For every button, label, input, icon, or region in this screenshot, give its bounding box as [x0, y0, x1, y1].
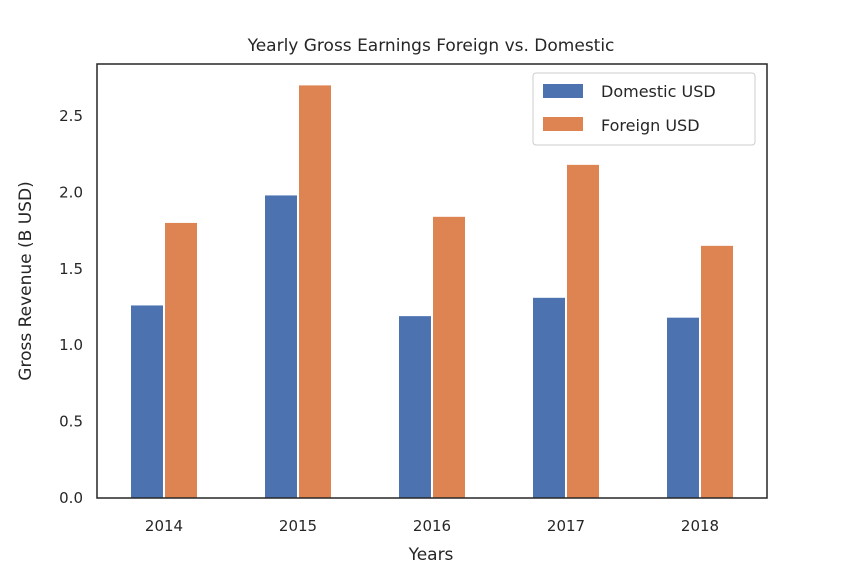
bar-foreign-2017 — [567, 164, 599, 498]
x-axis-ticks: 2014 2015 2016 2017 2018 — [145, 517, 719, 535]
y-tick-label: 0.5 — [59, 413, 83, 431]
y-axis-ticks: 0.0 0.5 1.0 1.5 2.0 2.5 — [59, 107, 83, 507]
legend-box — [532, 72, 756, 146]
chart-title: Yearly Gross Earnings Foreign vs. Domest… — [247, 36, 615, 56]
legend-swatch-domestic — [543, 84, 583, 98]
x-tick-label: 2015 — [279, 517, 317, 535]
bar-foreign-2014 — [165, 222, 197, 499]
bar-foreign-2015 — [299, 85, 331, 499]
legend-swatch-foreign — [543, 117, 583, 131]
bar-domestic-2017 — [533, 297, 565, 498]
x-tick-label: 2014 — [145, 517, 183, 535]
y-tick-label: 1.0 — [59, 336, 83, 354]
bar-foreign-2016 — [433, 216, 465, 498]
bar-domestic-2015 — [265, 195, 297, 498]
y-tick-label: 1.5 — [59, 260, 83, 278]
y-axis-label: Gross Revenue (B USD) — [16, 181, 36, 380]
bar-domestic-2014 — [131, 305, 163, 498]
legend: Domestic USD Foreign USD — [532, 72, 756, 146]
x-axis-label: Years — [408, 545, 454, 565]
y-tick-label: 2.0 — [59, 183, 83, 201]
bar-foreign-2018 — [701, 245, 733, 498]
bars-group — [131, 85, 733, 499]
y-tick-label: 0.0 — [59, 489, 83, 507]
legend-label-domestic: Domestic USD — [601, 82, 716, 101]
legend-label-foreign: Foreign USD — [601, 116, 700, 135]
x-tick-label: 2017 — [547, 517, 585, 535]
x-tick-label: 2018 — [681, 517, 719, 535]
plot-frame — [96, 63, 768, 499]
bar-domestic-2018 — [667, 317, 699, 498]
bar-domestic-2016 — [399, 316, 431, 498]
x-tick-label: 2016 — [413, 517, 451, 535]
y-tick-label: 2.5 — [59, 107, 83, 125]
